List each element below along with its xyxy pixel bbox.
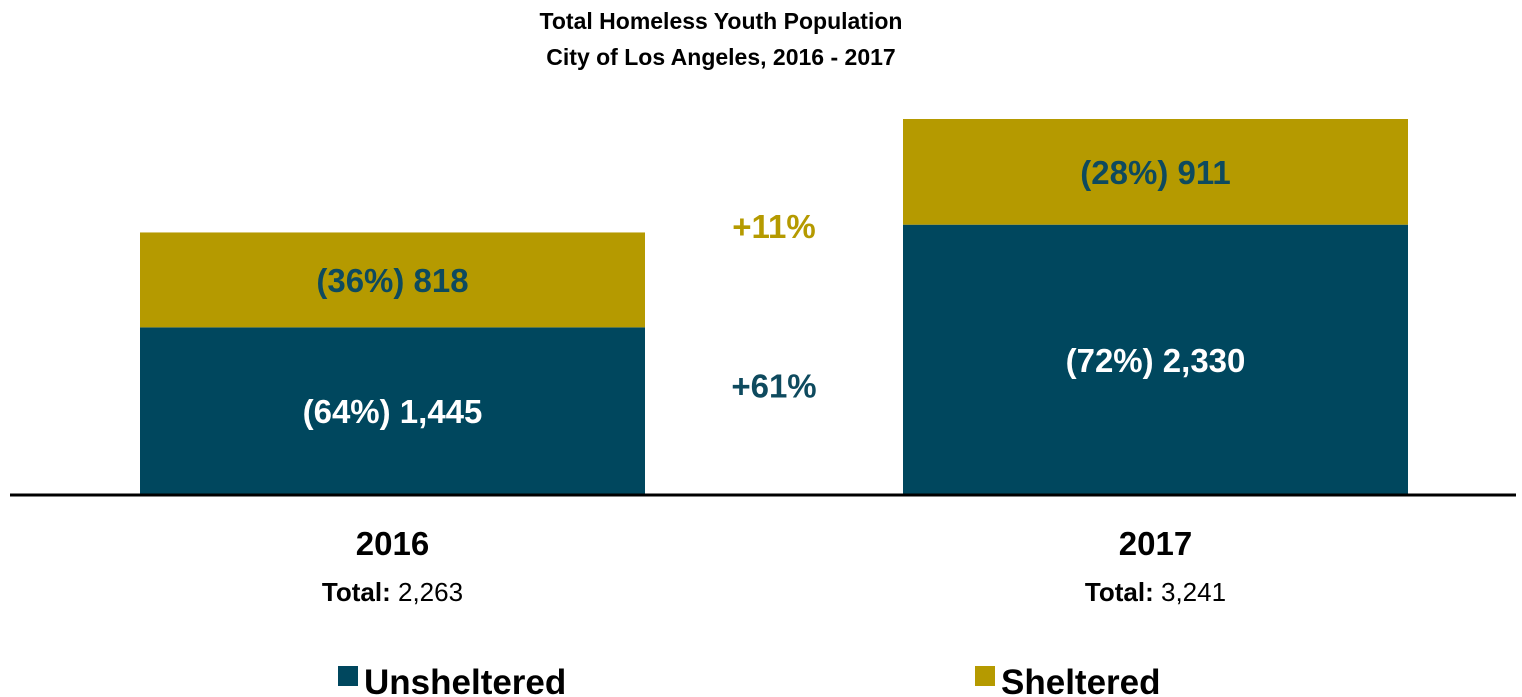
total-label: Total:	[322, 577, 398, 607]
total-value: 3,241	[1161, 577, 1226, 607]
total-label: Total:	[1085, 577, 1161, 607]
legend-swatch-sheltered	[975, 666, 995, 686]
totals-group: Total: 2,263 Total: 3,241	[322, 577, 1226, 607]
total-2017: Total: 3,241	[1085, 577, 1226, 607]
x-tick-label-2016: 2016	[356, 525, 429, 562]
chart-title: Total Homeless Youth Population	[540, 8, 903, 34]
data-label-unsheltered-2016: (64%) 1,445	[303, 393, 483, 430]
legend: Unsheltered Sheltered	[338, 663, 1161, 697]
bar-unsheltered-2017	[903, 224, 1408, 496]
bar-sheltered-2017	[903, 119, 1408, 225]
change-annotations: +11% +61%	[731, 208, 816, 405]
data-label-sheltered-2016: (36%) 818	[316, 262, 468, 299]
bar-unsheltered-2016	[140, 327, 645, 495]
legend-swatch-unsheltered	[338, 666, 358, 686]
bar-sheltered-2016	[140, 232, 645, 328]
change-unsheltered: +61%	[731, 368, 816, 405]
bar-labels-group: (64%) 1,445 (36%) 818 (72%) 2,330 (28%) 911	[303, 154, 1246, 430]
bars-group	[140, 119, 1408, 496]
x-tick-label-2017: 2017	[1119, 525, 1192, 562]
legend-label-sheltered: Sheltered	[1001, 663, 1161, 697]
total-value: 2,263	[398, 577, 463, 607]
x-tick-labels: 2016 2017	[356, 525, 1192, 562]
chart-subtitle: City of Los Angeles, 2016 - 2017	[546, 44, 895, 70]
data-label-unsheltered-2017: (72%) 2,330	[1066, 342, 1246, 379]
data-label-sheltered-2017: (28%) 911	[1080, 154, 1230, 191]
legend-label-unsheltered: Unsheltered	[364, 663, 566, 697]
change-sheltered: +11%	[732, 208, 816, 245]
total-2016: Total: 2,263	[322, 577, 463, 607]
